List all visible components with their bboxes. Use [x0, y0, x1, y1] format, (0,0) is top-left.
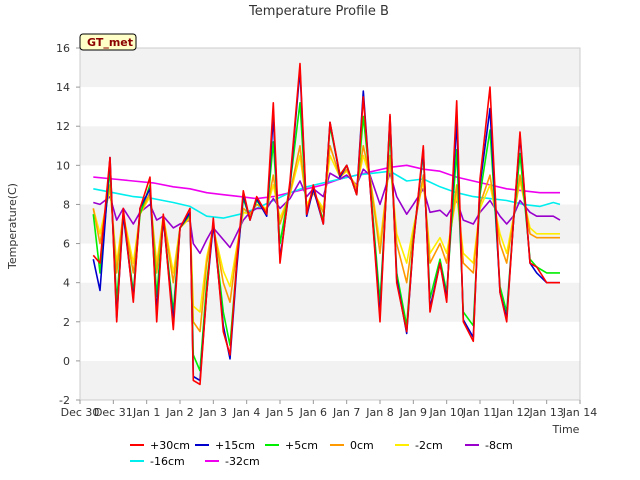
x-tick-label: Jan 9: [399, 406, 427, 419]
legend-label: -32cm: [225, 455, 260, 468]
y-tick-label: 8: [63, 198, 70, 211]
plot-band: [80, 321, 580, 361]
y-tick-label: 2: [63, 316, 70, 329]
legend-label: +30cm: [150, 439, 190, 452]
x-tick-label: Dec 31: [94, 406, 133, 419]
plot-band: [80, 48, 580, 88]
x-tick-label: Jan 5: [265, 406, 293, 419]
legend-label: +15cm: [215, 439, 255, 452]
y-tick-label: 12: [56, 120, 70, 133]
y-tick-label: 16: [56, 42, 70, 55]
x-tick-label: Jan 14: [562, 406, 597, 419]
legend-label: -8cm: [485, 439, 513, 452]
y-axis-title: Temperature(C): [6, 183, 19, 270]
x-tick-label: Jan 6: [299, 406, 327, 419]
x-axis-title: Time: [552, 423, 580, 436]
x-tick-label: Jan 12: [495, 406, 530, 419]
y-tick-label: 14: [56, 81, 70, 94]
plot-band: [80, 204, 580, 244]
badge-box: [79, 33, 137, 51]
x-tick-label: Dec 30: [61, 406, 100, 419]
x-tick-label: Jan 3: [199, 406, 227, 419]
x-tick-label: Jan 4: [232, 406, 260, 419]
x-tick-label: Jan 7: [332, 406, 360, 419]
y-tick-label: -2: [59, 394, 70, 407]
series-line-minus-2cm: [92, 154, 560, 313]
legend-label: -16cm: [150, 455, 185, 468]
y-tick-label: 0: [63, 355, 70, 368]
badge-label: GT_met: [87, 36, 133, 49]
legend-label: 0cm: [350, 439, 374, 452]
series-line-minus-8cm: [93, 168, 561, 255]
y-tick-label: 4: [63, 277, 70, 290]
y-tick-label: 10: [56, 159, 70, 172]
plot-band: [80, 87, 580, 127]
series-line-plusminus-30cm: [92, 62, 560, 386]
x-tick-label: Jan 13: [528, 406, 563, 419]
plot-band: [80, 360, 580, 400]
chart-title: Temperature Profile B: [248, 4, 389, 19]
plot-frame: [79, 47, 581, 401]
legend: +30cm +15cm +5cm 0cm -2cm -8cm -16cm -32cm: [130, 439, 513, 468]
x-tick-label: Jan 10: [428, 406, 463, 419]
y-tick-label: 6: [63, 238, 70, 251]
plot-band: [80, 282, 580, 322]
legend-label: -2cm: [415, 439, 443, 452]
plot-background-bands: [80, 48, 580, 400]
x-tick-label: Jan 8: [365, 406, 393, 419]
x-tick-label: Jan 11: [462, 406, 497, 419]
gt-met-badge: GT_met: [79, 33, 137, 51]
x-tick-label: Jan 1: [132, 406, 160, 419]
plot-band: [80, 243, 580, 283]
series-lines: [92, 62, 561, 386]
y-axis-ticks: -2 0 2 4 6 8 10 12 14 16: [56, 42, 80, 407]
legend-label: +5cm: [285, 439, 318, 452]
x-tick-label: Jan 2: [165, 406, 193, 419]
